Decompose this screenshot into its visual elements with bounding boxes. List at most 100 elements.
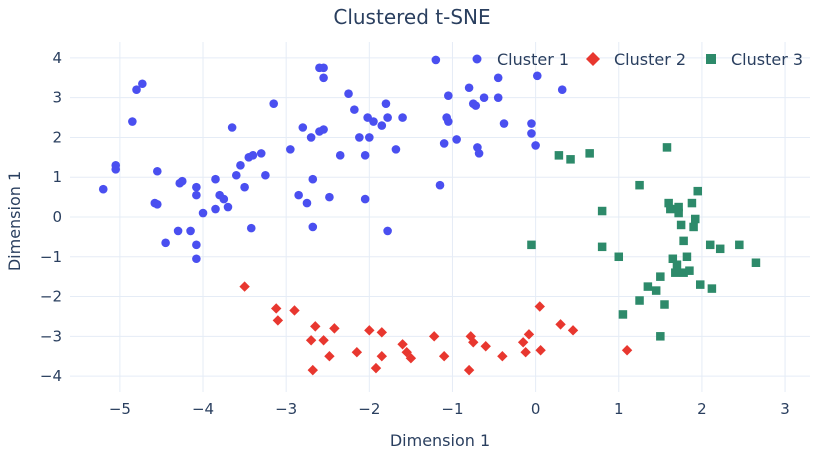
cluster-3-point xyxy=(676,220,686,230)
cluster-1-point xyxy=(532,71,542,81)
legend-label-cluster-2: Cluster 2 xyxy=(614,50,686,69)
legend-item-cluster-3[interactable]: Cluster 3 xyxy=(706,50,803,69)
cluster-2-point xyxy=(397,339,408,350)
cluster-1-point xyxy=(240,182,249,192)
cluster-1-point xyxy=(308,174,318,184)
cluster-1-point xyxy=(439,139,449,148)
cluster-3-point xyxy=(691,214,700,224)
cluster-1-point xyxy=(435,180,445,190)
cluster-1-point xyxy=(335,151,345,160)
cluster-1-point xyxy=(177,176,187,186)
cluster-1-point xyxy=(369,117,378,126)
cluster-2-point xyxy=(239,281,250,292)
cluster-3-point xyxy=(674,202,683,212)
cluster-1-point xyxy=(444,117,453,126)
cluster-1-point xyxy=(474,149,484,158)
cluster-1-point xyxy=(355,133,364,142)
cluster-3-point xyxy=(751,258,761,267)
cluster-2-point xyxy=(438,351,450,362)
legend-label-cluster-3: Cluster 3 xyxy=(731,50,803,69)
cluster-2-point xyxy=(370,362,382,374)
legend-label-cluster-1: Cluster 1 xyxy=(497,50,569,69)
cluster-3-point xyxy=(682,252,692,262)
cluster-3-point xyxy=(668,254,678,264)
cluster-1-point xyxy=(398,113,407,122)
cluster-2-point xyxy=(272,315,284,326)
cluster-1-point xyxy=(256,149,266,158)
cluster-1-point xyxy=(128,117,137,126)
cluster-3-point xyxy=(527,240,536,250)
cluster-1-point xyxy=(248,151,258,160)
x-tick-label: 3 xyxy=(780,400,790,418)
cluster-1-point xyxy=(383,226,392,236)
cluster-3-point xyxy=(662,143,672,152)
y-tick-label: 2 xyxy=(52,128,62,146)
cluster-2-point xyxy=(534,301,545,312)
cluster-1-point xyxy=(464,83,474,93)
cluster-1-point xyxy=(138,79,147,89)
cluster-3-point xyxy=(672,260,682,269)
cluster-2-point xyxy=(318,335,329,346)
cluster-1-point xyxy=(198,208,208,218)
cluster-1-point xyxy=(360,194,370,204)
cluster-2-point xyxy=(405,352,417,364)
cluster-1-point xyxy=(499,119,509,128)
cluster-1-point xyxy=(111,164,121,174)
cluster-1-point xyxy=(223,202,233,212)
x-axis-label: Dimension 1 xyxy=(390,431,490,450)
cluster-1-point xyxy=(325,192,334,202)
y-tick-label: −2 xyxy=(40,288,62,306)
cluster-1-point xyxy=(319,125,328,134)
y-tick-label: 0 xyxy=(52,208,62,226)
cluster-3-point xyxy=(635,180,644,190)
cluster-3-point xyxy=(671,268,680,277)
x-tick-label: −2 xyxy=(358,400,380,418)
x-tick-label: −4 xyxy=(192,400,214,418)
x-tick-label: 0 xyxy=(531,400,541,418)
cluster-2-point xyxy=(329,323,340,334)
cluster-1-point xyxy=(360,151,370,160)
cluster-1-point xyxy=(153,199,162,209)
cluster-3-point xyxy=(597,206,607,216)
cluster-3-point xyxy=(635,296,644,305)
cluster-1-point xyxy=(306,133,316,142)
cluster-1-point xyxy=(192,182,201,192)
legend-item-cluster-2[interactable]: Cluster 2 xyxy=(586,50,686,69)
x-tick-label: −1 xyxy=(441,400,463,418)
cluster-1-point xyxy=(186,226,195,236)
cluster-1-point xyxy=(286,145,295,154)
cluster-1-point xyxy=(192,254,201,264)
cluster-1-point xyxy=(192,190,201,200)
cluster-3-point xyxy=(664,198,673,208)
cluster-1-point xyxy=(381,99,391,108)
cluster-1-point xyxy=(471,101,481,110)
x-tick-label: −3 xyxy=(275,400,297,418)
cluster-3-point xyxy=(705,240,715,250)
cluster-2-point xyxy=(621,345,633,356)
cluster-2-point xyxy=(324,351,335,362)
y-tick-label: −3 xyxy=(40,327,62,345)
x-tick-label: −5 xyxy=(109,400,131,418)
cluster-1-point xyxy=(344,89,353,99)
legend-item-cluster-1[interactable]: Cluster 1 xyxy=(472,50,570,69)
y-tick-label: 4 xyxy=(52,49,62,67)
cluster-1-point xyxy=(261,170,270,180)
cluster-1-point xyxy=(173,226,183,236)
cluster-2-point xyxy=(351,347,363,358)
cluster-2-point xyxy=(289,305,300,316)
y-tick-label: 1 xyxy=(52,168,62,186)
cluster-2-point xyxy=(463,364,475,376)
cluster-1-point xyxy=(308,222,318,232)
y-axis-label: Dimension 1 xyxy=(5,171,24,271)
cluster-2-point xyxy=(310,321,321,332)
cluster-3-point xyxy=(695,280,705,289)
x-tick-label: 1 xyxy=(614,400,624,418)
cluster-3-point xyxy=(614,252,624,262)
cluster-1-point xyxy=(319,63,328,73)
cluster-3-point xyxy=(597,242,607,252)
y-tick-label: 3 xyxy=(52,89,62,107)
cluster-1-point xyxy=(493,93,503,102)
cluster-3-point xyxy=(685,266,694,275)
cluster-1-point xyxy=(294,190,303,200)
cluster-1-point xyxy=(531,141,540,150)
